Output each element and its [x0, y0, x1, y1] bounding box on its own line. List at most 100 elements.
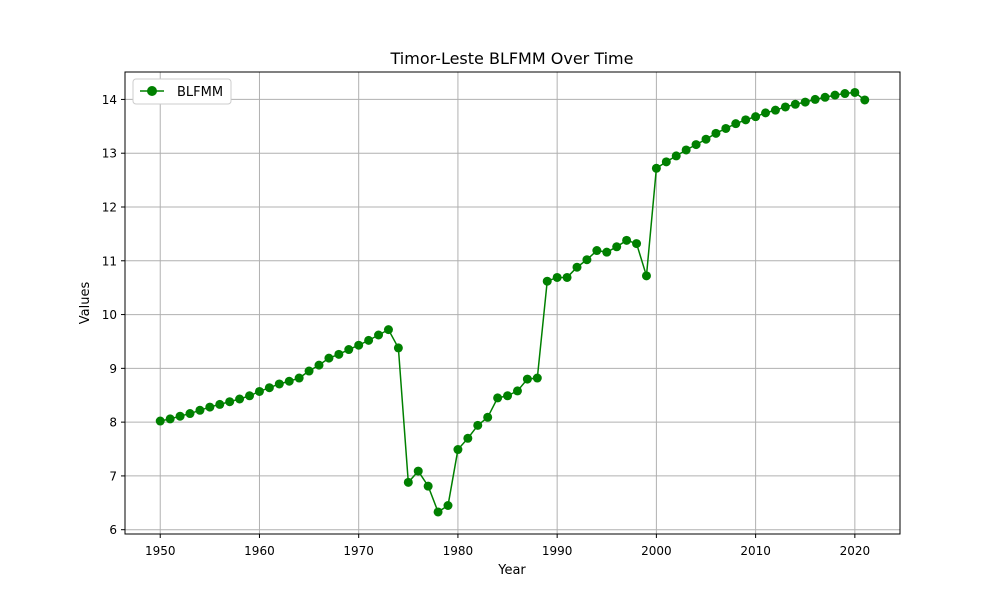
- y-axis-ticks: 6 7 8 9 10 11 12 13 14: [102, 93, 125, 537]
- series-line: [160, 91, 866, 514]
- legend: BLFMM: [132, 78, 232, 105]
- data-point: [840, 89, 850, 99]
- data-point: [711, 128, 721, 138]
- data-point: [532, 373, 542, 383]
- data-point: [770, 105, 780, 115]
- y-tick-label: 14: [102, 93, 117, 107]
- y-tick-label: 12: [102, 200, 117, 214]
- data-point: [552, 272, 562, 282]
- x-tick-label: 1960: [244, 544, 275, 558]
- data-point: [245, 391, 255, 401]
- data-point: [632, 239, 642, 249]
- data-point: [374, 330, 384, 340]
- data-point: [721, 123, 731, 133]
- data-point: [344, 345, 354, 355]
- data-point: [820, 92, 830, 102]
- data-point: [463, 433, 473, 443]
- data-point: [522, 374, 532, 384]
- chart-title: Timor-Leste BLFMM Over Time: [390, 49, 634, 68]
- data-point: [761, 108, 771, 118]
- y-tick-label: 10: [102, 308, 117, 322]
- data-point: [483, 412, 493, 422]
- data-point: [334, 349, 344, 359]
- data-point: [165, 414, 175, 424]
- data-point: [413, 466, 423, 476]
- data-point: [473, 420, 483, 430]
- grid: [125, 72, 900, 534]
- data-point: [612, 242, 622, 252]
- x-tick-label: 2020: [840, 544, 871, 558]
- data-point: [294, 373, 304, 383]
- data-point: [661, 157, 671, 167]
- data-point: [314, 360, 324, 370]
- data-point: [225, 397, 235, 407]
- series-layer: [155, 87, 870, 517]
- data-point: [433, 507, 443, 517]
- data-point: [780, 102, 790, 112]
- data-point: [393, 343, 403, 353]
- data-point: [185, 409, 195, 419]
- data-point: [304, 366, 314, 376]
- x-tick-label: 2000: [641, 544, 672, 558]
- data-point: [651, 163, 661, 173]
- data-point: [512, 386, 522, 396]
- data-point: [860, 95, 870, 105]
- legend-marker: [147, 86, 157, 96]
- data-point: [354, 340, 364, 350]
- data-point: [751, 112, 761, 122]
- data-point: [324, 353, 334, 363]
- data-point: [701, 134, 711, 144]
- data-point: [641, 271, 651, 281]
- data-point: [264, 383, 274, 393]
- data-point: [503, 391, 513, 401]
- data-point: [215, 399, 225, 409]
- data-point: [800, 97, 810, 107]
- data-point: [731, 119, 741, 129]
- data-point: [790, 99, 800, 109]
- data-point: [493, 393, 503, 403]
- data-point: [850, 87, 860, 97]
- legend-label: BLFMM: [177, 85, 223, 100]
- data-point: [830, 90, 840, 100]
- data-point: [453, 445, 463, 455]
- y-tick-label: 11: [102, 254, 117, 268]
- data-point: [741, 115, 751, 125]
- data-point: [671, 151, 681, 161]
- data-point: [254, 386, 264, 396]
- legend-box: [132, 78, 232, 105]
- data-point: [274, 379, 284, 389]
- y-tick-label: 13: [102, 147, 117, 161]
- data-point: [235, 394, 245, 404]
- x-tick-label: 1980: [443, 544, 474, 558]
- x-tick-label: 2010: [740, 544, 771, 558]
- data-point: [195, 405, 205, 415]
- x-axis-label: Year: [497, 563, 526, 578]
- plot-frame: [124, 71, 901, 535]
- data-point: [622, 235, 632, 245]
- x-tick-label: 1990: [542, 544, 573, 558]
- data-point: [562, 272, 572, 282]
- data-point: [542, 276, 552, 286]
- x-axis-ticks: 1950 1960 1970 1980 1990 2000 2010 2020: [145, 534, 870, 558]
- data-point: [592, 246, 602, 256]
- y-tick-label: 7: [109, 469, 117, 483]
- x-tick-label: 1950: [145, 544, 176, 558]
- data-point: [572, 262, 582, 272]
- y-tick-label: 9: [109, 362, 117, 376]
- data-point: [443, 500, 453, 510]
- data-point: [403, 477, 413, 487]
- data-point: [205, 402, 215, 412]
- data-point: [423, 481, 433, 491]
- data-point: [602, 247, 612, 257]
- x-tick-label: 1970: [343, 544, 374, 558]
- y-axis-label: Values: [78, 282, 93, 325]
- data-point: [284, 376, 294, 386]
- y-tick-label: 6: [109, 523, 117, 537]
- data-point: [681, 145, 691, 155]
- data-point: [383, 325, 393, 335]
- data-point: [155, 416, 165, 426]
- data-point: [691, 140, 701, 150]
- y-tick-label: 8: [109, 416, 117, 430]
- data-point: [364, 335, 374, 345]
